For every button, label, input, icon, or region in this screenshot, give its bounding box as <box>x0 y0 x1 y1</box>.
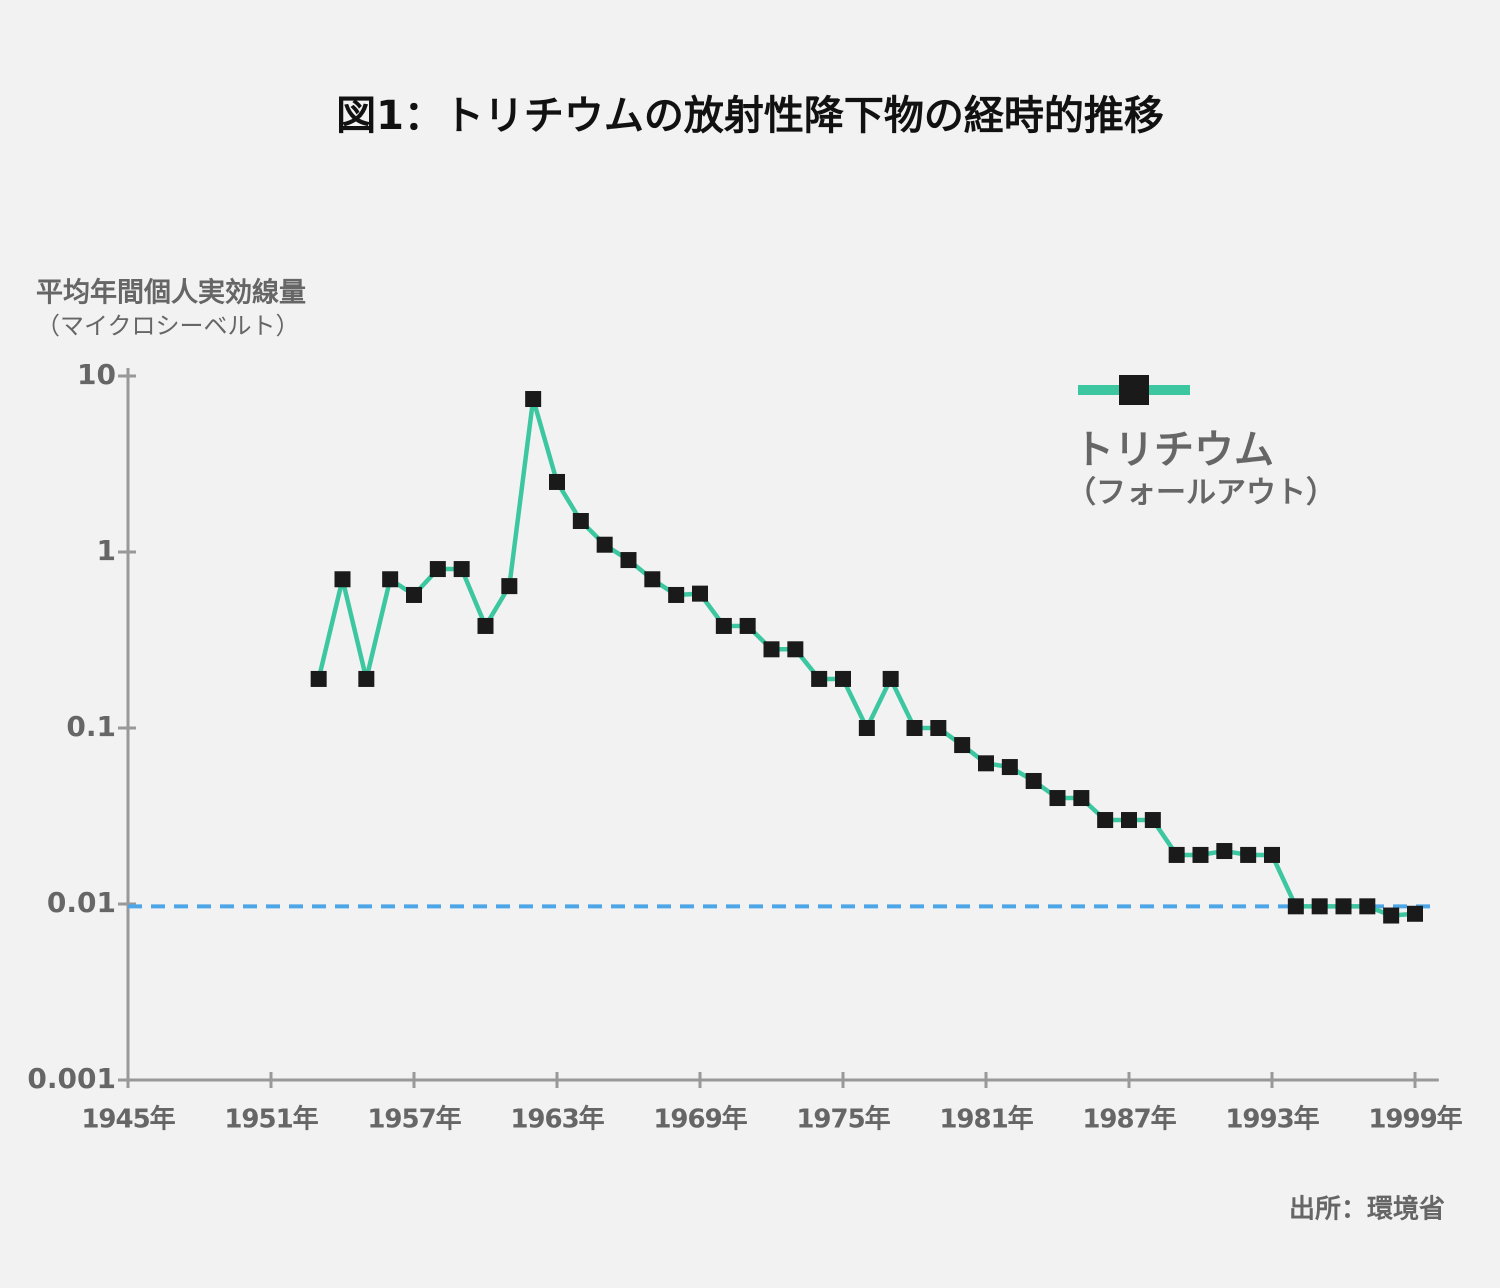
marker <box>954 737 971 754</box>
marker <box>596 536 613 553</box>
y-tick-label: 1 <box>97 534 116 567</box>
marker <box>1287 898 1304 915</box>
chart-title: 図1：トリチウムの放射性降下物の経時的推移 <box>336 93 1164 139</box>
marker <box>477 617 494 634</box>
x-tick-label: 1975年 <box>796 1104 890 1135</box>
marker <box>1049 790 1066 807</box>
y-axis-label: （マイクロシーベルト） <box>36 312 300 340</box>
marker <box>1216 843 1233 860</box>
x-tick-label: 1987年 <box>1082 1104 1176 1135</box>
marker <box>811 670 828 687</box>
y-tick-label: 0.1 <box>66 710 116 743</box>
x-tick-label: 1993年 <box>1225 1104 1319 1135</box>
marker <box>692 585 708 602</box>
marker <box>501 578 518 595</box>
legend-marker <box>1119 375 1149 405</box>
marker <box>549 473 565 490</box>
marker <box>334 571 351 588</box>
y-tick-label: 10 <box>77 358 116 391</box>
marker <box>1097 812 1114 829</box>
x-tick-label: 1969年 <box>653 1104 747 1135</box>
marker <box>644 571 661 588</box>
marker <box>715 617 732 634</box>
marker <box>1121 812 1137 829</box>
marker <box>1407 905 1423 922</box>
x-tick-label: 1957年 <box>367 1104 461 1135</box>
marker <box>525 391 542 408</box>
x-tick-label: 1999年 <box>1368 1104 1462 1135</box>
marker <box>1264 846 1280 863</box>
marker <box>406 586 422 603</box>
x-tick-label: 1981年 <box>939 1104 1033 1135</box>
marker <box>453 561 470 578</box>
marker <box>1144 812 1161 829</box>
legend-note: （フォールアウト） <box>1066 476 1336 511</box>
marker <box>1335 898 1352 915</box>
source: 出所：環境省 <box>1289 1194 1445 1225</box>
marker <box>763 641 780 658</box>
marker <box>1168 846 1185 863</box>
marker <box>858 720 875 736</box>
marker <box>1311 898 1328 915</box>
marker <box>1192 846 1209 863</box>
marker <box>978 755 994 772</box>
marker <box>882 670 899 687</box>
marker <box>835 670 851 687</box>
y-axis-label: 平均年間個人実効線量 <box>36 277 306 309</box>
y-tick-label: 0.01 <box>47 886 116 919</box>
marker <box>1359 898 1376 915</box>
marker <box>1240 846 1257 863</box>
marker <box>429 561 446 578</box>
marker <box>1001 759 1018 776</box>
marker <box>1025 772 1042 789</box>
x-tick-label: 1963年 <box>510 1104 604 1135</box>
y-tick-label: 0.001 <box>27 1062 116 1095</box>
marker <box>787 641 804 658</box>
x-tick-label: 1945年 <box>81 1104 175 1135</box>
legend-label: トリチウム <box>1074 427 1274 473</box>
marker <box>620 552 637 569</box>
marker <box>1383 907 1400 924</box>
marker <box>739 617 756 634</box>
marker <box>358 670 375 687</box>
marker <box>382 571 399 588</box>
marker <box>572 513 589 530</box>
marker <box>310 670 327 687</box>
marker <box>668 586 685 603</box>
marker <box>930 720 947 736</box>
marker <box>1073 790 1090 807</box>
x-tick-label: 1951年 <box>224 1104 318 1135</box>
marker <box>906 720 923 736</box>
